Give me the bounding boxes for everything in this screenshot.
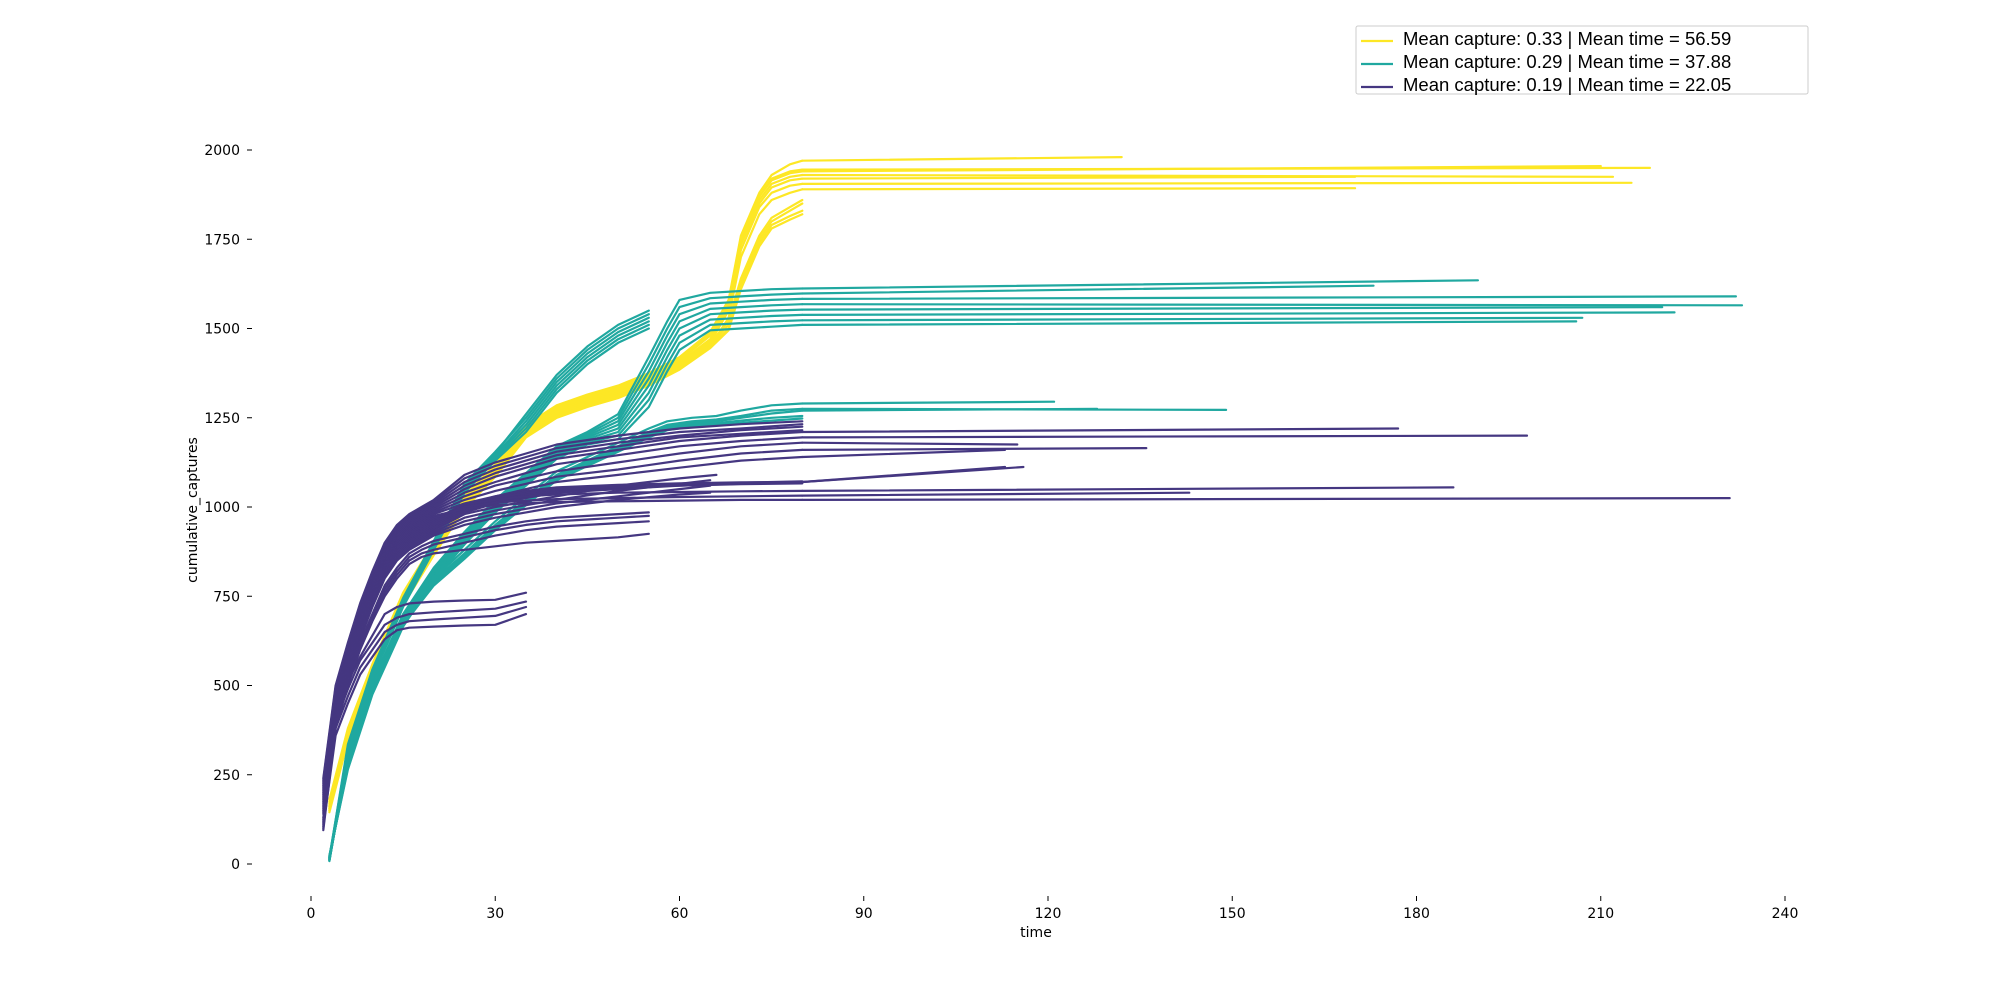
series-line-1-27	[801, 316, 1584, 322]
y-axis: 0 250 500 750 1000 1250 1500 1750 2000	[204, 143, 252, 873]
x-tick-label: 210	[1587, 906, 1614, 922]
series-line-1-21	[801, 303, 1744, 307]
x-tick-label: 120	[1035, 906, 1062, 922]
series-line-2-36	[322, 425, 804, 784]
x-tick-label: 30	[486, 906, 504, 922]
series-line-2-30	[801, 441, 1019, 446]
series-line-1-25	[801, 311, 1676, 316]
series-line-1-20	[328, 303, 804, 860]
series-line-1-22	[328, 308, 804, 859]
y-tick-label: 1750	[204, 232, 240, 248]
legend-frame	[1355, 25, 1809, 95]
x-tick-label: 180	[1403, 906, 1430, 922]
series-line-2-18	[801, 465, 1007, 484]
series-line-2-28	[801, 447, 1148, 451]
series-line-1-29	[801, 320, 1578, 326]
series-group-2	[322, 420, 1731, 832]
series-line-2-3	[322, 612, 528, 828]
x-tick-label: 90	[855, 906, 873, 922]
y-tick-label: 500	[213, 679, 240, 695]
x-axis: 0 30 60 90 120 150 180 210 240	[307, 896, 1799, 922]
series-line-1-17	[801, 284, 1375, 295]
x-tick-label: 240	[1772, 906, 1799, 922]
series-line-1-15	[801, 279, 1480, 290]
y-tick-label: 0	[231, 857, 240, 873]
y-tick-label: 1250	[204, 411, 240, 427]
x-tick-label: 0	[307, 906, 316, 922]
series-line-1-24	[328, 313, 804, 859]
series-line-1-23	[801, 306, 1664, 311]
x-tick-label: 150	[1219, 906, 1246, 922]
series-line-0-11	[801, 181, 1633, 185]
series-line-0-9	[801, 175, 1357, 180]
series-line-2-34	[801, 427, 1400, 434]
legend-label-0: Mean capture: 0.33 | Mean time = 56.59	[1403, 28, 1731, 49]
legend-label-2: Mean capture: 0.19 | Mean time = 22.05	[1403, 74, 1731, 95]
y-tick-label: 1000	[204, 500, 240, 516]
y-tick-label: 250	[213, 768, 240, 784]
y-tick-label: 2000	[204, 143, 240, 159]
series-line-1-11	[801, 407, 1099, 412]
series-line-2-20	[801, 486, 1455, 492]
series-line-0-7	[801, 173, 1615, 178]
series-line-0-13	[801, 187, 1357, 191]
series-group-1	[328, 279, 1744, 863]
x-axis-title: time	[1020, 925, 1052, 941]
series-line-1-19	[801, 295, 1738, 300]
legend: Mean capture: 0.33 | Mean time = 56.59 M…	[1355, 25, 1809, 95]
legend-label-1: Mean capture: 0.29 | Mean time = 37.88	[1403, 51, 1731, 72]
series-line-1-26	[328, 319, 804, 858]
series-lines	[322, 156, 1744, 863]
y-tick-label: 750	[213, 589, 240, 605]
series-line-0-1	[801, 156, 1123, 162]
series-line-2-22	[801, 491, 1191, 497]
series-line-2-32	[801, 434, 1529, 439]
series-line-2-38	[322, 420, 804, 780]
series-line-2-2	[322, 605, 528, 832]
series-line-2-23	[322, 498, 804, 796]
series-line-0-5	[801, 165, 1602, 173]
y-axis-title: cumulative_captures	[185, 437, 201, 583]
series-line-2-24	[801, 497, 1731, 501]
y-tick-label: 1500	[204, 322, 240, 338]
series-line-1-7	[801, 400, 1056, 405]
series-line-2-26	[801, 448, 1007, 459]
x-tick-label: 60	[671, 906, 689, 922]
